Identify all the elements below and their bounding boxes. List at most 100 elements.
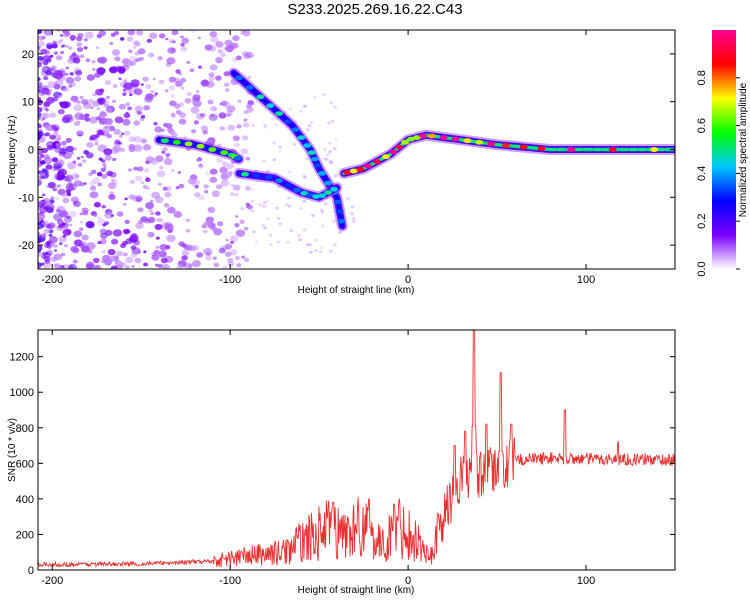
noise-blob: [110, 265, 118, 269]
noise-blob: [43, 30, 53, 36]
ridge-hotspot: [275, 111, 284, 116]
y-tick-label: 800: [16, 423, 34, 435]
noise-blob: [79, 54, 85, 59]
noise-blob: [38, 150, 43, 156]
noise-blob: [43, 252, 51, 259]
noise-blob: [220, 179, 230, 187]
noise-blob: [158, 250, 167, 258]
noise-blob: [245, 51, 254, 59]
noise-blob: [194, 185, 199, 189]
noise-blob: [135, 222, 144, 230]
noise-blob: [38, 81, 43, 87]
noise-blob: [38, 111, 42, 118]
noise-blob: [93, 201, 101, 208]
noise-blob: [174, 103, 181, 109]
noise-blob: [129, 61, 136, 66]
noise-blob: [351, 217, 356, 221]
x-tick-label: -100: [219, 274, 241, 286]
noise-blob: [75, 70, 83, 76]
noise-blob: [220, 52, 226, 58]
noise-blob: [46, 145, 54, 151]
noise-blob: [206, 139, 215, 147]
noise-blob: [241, 135, 249, 141]
y-tick-label: 10: [22, 97, 34, 109]
noise-blob: [329, 161, 334, 165]
noise-blob: [276, 217, 281, 220]
noise-blob: [40, 224, 45, 228]
noise-blob: [61, 222, 66, 226]
noise-blob: [120, 37, 125, 41]
x-tick-label: -200: [41, 575, 63, 587]
noise-blob: [288, 107, 293, 111]
noise-blob: [64, 174, 74, 182]
noise-blob: [112, 157, 117, 162]
noise-blob: [89, 180, 96, 187]
ridge-hotspot: [266, 103, 275, 109]
noise-blob: [61, 265, 65, 268]
noise-blob: [190, 106, 200, 114]
noise-blob: [332, 219, 336, 223]
noise-blob: [135, 175, 143, 182]
noise-blob: [240, 30, 247, 33]
noise-blob: [303, 104, 307, 108]
noise-blob: [42, 105, 48, 111]
noise-blob: [76, 130, 84, 137]
noise-blob: [127, 106, 133, 111]
noise-blob: [302, 199, 307, 203]
noise-blob: [250, 108, 254, 111]
noise-blob: [203, 184, 209, 189]
x-tick-label: 100: [577, 575, 595, 587]
noise-blob: [106, 134, 112, 139]
noise-blob: [88, 98, 94, 103]
noise-blob: [220, 100, 228, 106]
noise-blob: [330, 120, 335, 123]
noise-blob: [268, 233, 273, 237]
noise-blob: [227, 124, 236, 131]
noise-blob: [229, 192, 235, 196]
noise-blob: [122, 203, 127, 206]
noise-blob: [42, 112, 50, 119]
lower-ridge: [233, 167, 343, 203]
noise-blob: [181, 255, 188, 261]
noise-blob: [213, 262, 220, 268]
noise-blob: [157, 182, 162, 186]
ridge-hotspot: [306, 192, 315, 198]
noise-blob: [70, 196, 79, 203]
noise-blob: [41, 117, 46, 121]
noise-blob: [86, 142, 94, 148]
ridge-hotspot: [245, 85, 254, 90]
noise-blob: [269, 243, 273, 246]
noise-blob: [63, 32, 69, 38]
noise-blob: [121, 58, 130, 65]
noise-blob: [89, 191, 99, 199]
noise-blob: [250, 199, 255, 203]
ridge-hotspot: [241, 171, 249, 177]
noise-blob: [67, 183, 77, 191]
noise-blob: [120, 132, 125, 136]
noise-blob: [223, 71, 230, 77]
noise-blob: [143, 250, 147, 254]
noise-blob: [85, 152, 94, 159]
noise-blob: [204, 222, 212, 229]
noise-blob: [150, 212, 155, 215]
noise-blob: [89, 116, 98, 124]
noise-blob: [155, 236, 160, 240]
noise-blob: [112, 229, 122, 237]
noise-blob: [118, 77, 122, 81]
noise-blob: [329, 249, 333, 253]
noise-blob: [178, 118, 187, 125]
noise-blob: [83, 182, 87, 185]
y-tick-label: 600: [16, 458, 34, 470]
ridge-hotspot: [256, 94, 265, 100]
noise-blob: [164, 89, 169, 93]
noise-blob: [93, 214, 98, 218]
noise-blob: [81, 207, 89, 213]
ridge-hotspot: [337, 218, 346, 224]
noise-blob: [175, 186, 180, 190]
noise-blob: [78, 243, 85, 248]
noise-blob: [252, 102, 256, 106]
noise-blob: [79, 212, 83, 216]
noise-blob: [96, 116, 102, 121]
noise-blob: [158, 79, 165, 85]
noise-blob: [209, 176, 218, 183]
